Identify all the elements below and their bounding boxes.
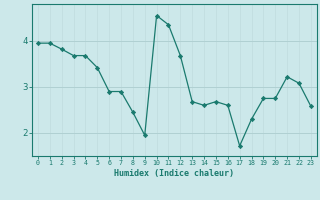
X-axis label: Humidex (Indice chaleur): Humidex (Indice chaleur) [115, 169, 234, 178]
